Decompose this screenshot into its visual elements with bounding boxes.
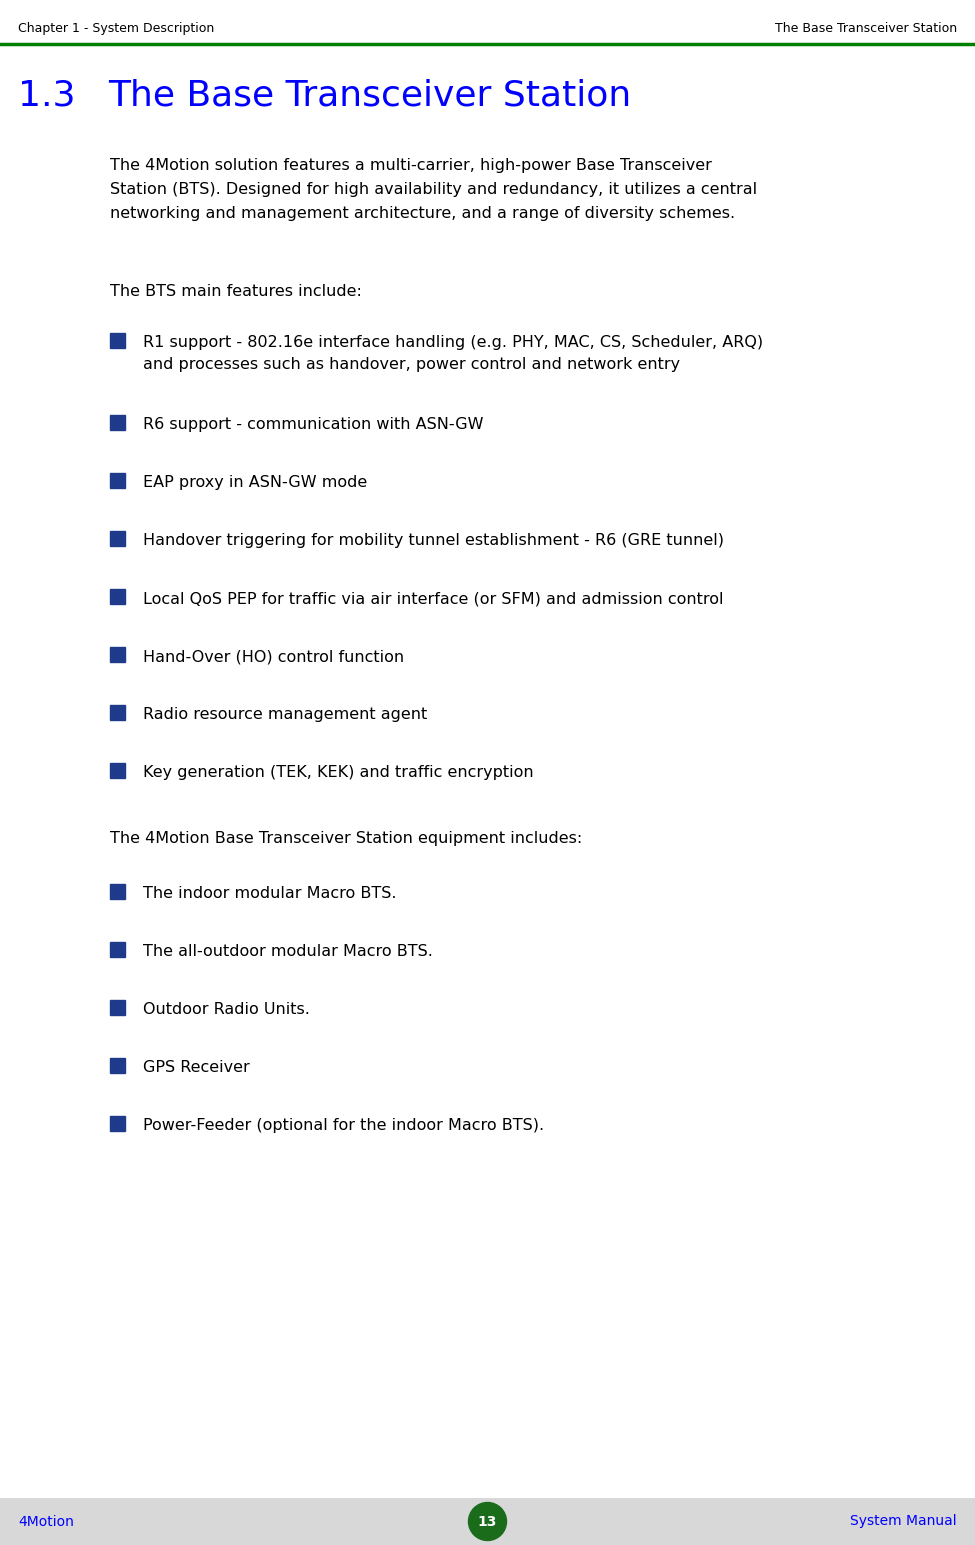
FancyBboxPatch shape [110,1058,125,1072]
Text: Key generation (TEK, KEK) and traffic encryption: Key generation (TEK, KEK) and traffic en… [143,765,533,780]
Text: Handover triggering for mobility tunnel establishment - R6 (GRE tunnel): Handover triggering for mobility tunnel … [143,533,724,548]
Text: EAP proxy in ASN-GW mode: EAP proxy in ASN-GW mode [143,474,368,490]
Text: System Manual: System Manual [850,1514,957,1528]
Text: R6 support - communication with ASN-GW: R6 support - communication with ASN-GW [143,417,484,433]
FancyBboxPatch shape [110,647,125,661]
FancyBboxPatch shape [110,1000,125,1015]
Text: The Base Transceiver Station: The Base Transceiver Station [108,77,631,111]
FancyBboxPatch shape [0,1499,975,1545]
FancyBboxPatch shape [110,705,125,720]
Text: networking and management architecture, and a range of diversity schemes.: networking and management architecture, … [110,205,735,221]
FancyBboxPatch shape [110,942,125,956]
Text: Outdoor Radio Units.: Outdoor Radio Units. [143,1003,310,1017]
Text: Chapter 1 - System Description: Chapter 1 - System Description [18,22,214,36]
Text: The Base Transceiver Station: The Base Transceiver Station [775,22,957,36]
FancyBboxPatch shape [110,334,125,348]
Text: The 4Motion Base Transceiver Station equipment includes:: The 4Motion Base Transceiver Station equ… [110,831,582,847]
Text: Local QoS PEP for traffic via air interface (or SFM) and admission control: Local QoS PEP for traffic via air interf… [143,592,723,606]
FancyBboxPatch shape [110,1115,125,1131]
FancyBboxPatch shape [110,473,125,488]
Text: 1.3: 1.3 [18,77,75,111]
Text: R1 support - 802.16e interface handling (e.g. PHY, MAC, CS, Scheduler, ARQ): R1 support - 802.16e interface handling … [143,335,763,351]
Text: The indoor modular Macro BTS.: The indoor modular Macro BTS. [143,885,397,901]
FancyBboxPatch shape [110,763,125,779]
Text: The all-outdoor modular Macro BTS.: The all-outdoor modular Macro BTS. [143,944,433,959]
FancyBboxPatch shape [110,531,125,545]
Text: 13: 13 [478,1514,497,1528]
Text: GPS Receiver: GPS Receiver [143,1060,250,1075]
FancyBboxPatch shape [110,416,125,430]
Circle shape [469,1502,506,1540]
FancyBboxPatch shape [110,884,125,899]
Text: Power-Feeder (optional for the indoor Macro BTS).: Power-Feeder (optional for the indoor Ma… [143,1119,544,1132]
Text: Radio resource management agent: Radio resource management agent [143,708,427,722]
Text: Station (BTS). Designed for high availability and redundancy, it utilizes a cent: Station (BTS). Designed for high availab… [110,182,758,198]
Text: 4Motion: 4Motion [18,1514,74,1528]
Text: and processes such as handover, power control and network entry: and processes such as handover, power co… [143,357,681,372]
Text: Hand-Over (HO) control function: Hand-Over (HO) control function [143,649,404,664]
FancyBboxPatch shape [110,589,125,604]
Text: The 4Motion solution features a multi-carrier, high-power Base Transceiver: The 4Motion solution features a multi-ca… [110,158,712,173]
Text: The BTS main features include:: The BTS main features include: [110,284,362,300]
